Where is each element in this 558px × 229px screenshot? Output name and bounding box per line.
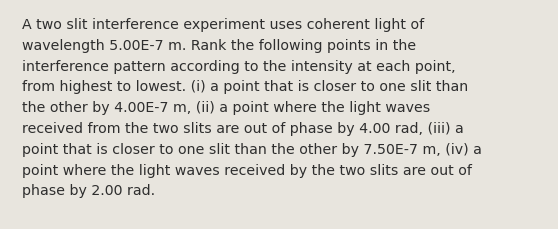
- Text: wavelength 5.00E-7 m. Rank the following points in the: wavelength 5.00E-7 m. Rank the following…: [22, 39, 416, 53]
- Text: point where the light waves received by the two slits are out of: point where the light waves received by …: [22, 163, 472, 177]
- Text: point that is closer to one slit than the other by 7.50E-7 m, (iv) a: point that is closer to one slit than th…: [22, 142, 482, 156]
- Text: A two slit interference experiment uses coherent light of: A two slit interference experiment uses …: [22, 18, 424, 32]
- Text: the other by 4.00E-7 m, (ii) a point where the light waves: the other by 4.00E-7 m, (ii) a point whe…: [22, 101, 430, 115]
- Text: received from the two slits are out of phase by 4.00 rad, (iii) a: received from the two slits are out of p…: [22, 121, 464, 135]
- Text: interference pattern according to the intensity at each point,: interference pattern according to the in…: [22, 59, 456, 73]
- Text: from highest to lowest. (i) a point that is closer to one slit than: from highest to lowest. (i) a point that…: [22, 80, 468, 94]
- Text: phase by 2.00 rad.: phase by 2.00 rad.: [22, 184, 155, 198]
